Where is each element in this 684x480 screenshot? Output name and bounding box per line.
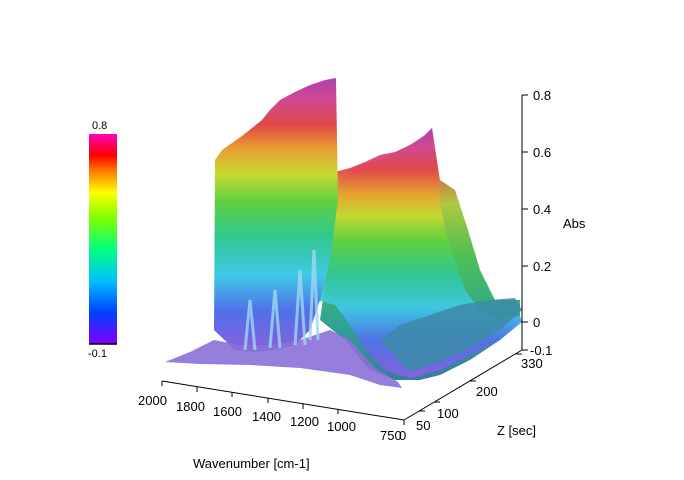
surface-base <box>165 330 402 388</box>
z-tick-label: 0.2 <box>533 259 551 274</box>
y-axis-label: Z [sec] <box>497 423 536 438</box>
x-axis: 2000 1800 1600 1400 1200 1000 750 Wavenu… <box>138 380 405 471</box>
z-axis: -0.1 0 0.2 0.4 0.6 0.8 Abs <box>521 88 586 358</box>
x-tick-label: 1200 <box>290 414 319 429</box>
x-tick-label: 1000 <box>327 419 356 434</box>
surface-right-ridges <box>380 298 522 372</box>
colorbar: 0.8 -0.1 <box>88 120 117 360</box>
y-tick-label: 100 <box>437 406 459 421</box>
y-tick-label: 50 <box>416 418 430 433</box>
z-tick-label: 0.8 <box>533 88 551 103</box>
z-tick-label: 0.6 <box>533 145 551 160</box>
z-tick-label: 0 <box>533 315 540 330</box>
x-tick-label: 2000 <box>138 393 167 408</box>
surface-plot <box>165 78 522 388</box>
x-tick-label: 750 <box>380 428 402 443</box>
surface-spikes <box>243 249 320 351</box>
y-tick-label: 0 <box>399 428 406 443</box>
x-tick-label: 1400 <box>252 409 281 424</box>
x-tick-label: 1800 <box>176 399 205 414</box>
y-tick-label: 330 <box>521 356 543 371</box>
z-tick-label: 0.4 <box>533 202 551 217</box>
colorbar-max-label: 0.8 <box>92 120 107 132</box>
x-tick-label: 1600 <box>213 404 242 419</box>
x-axis-label: Wavenumber [cm-1] <box>193 456 310 471</box>
y-tick-label: 200 <box>476 384 498 399</box>
surface-peak-1 <box>214 78 338 352</box>
colorbar-min-label: -0.1 <box>88 348 107 360</box>
colorbar-gradient <box>89 134 117 344</box>
y-axis: 0 50 100 200 330 Z [sec] <box>399 349 543 443</box>
z-tick-label: -0.1 <box>530 343 552 358</box>
z-axis-label: Abs <box>563 216 586 231</box>
